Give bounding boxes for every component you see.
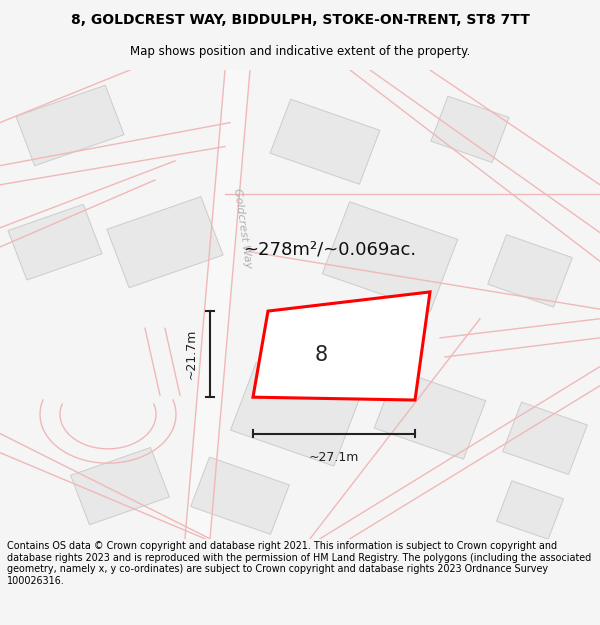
Polygon shape	[16, 85, 124, 166]
Polygon shape	[253, 292, 430, 400]
Text: 8: 8	[315, 345, 328, 365]
Polygon shape	[230, 362, 359, 466]
Polygon shape	[185, 70, 250, 539]
Polygon shape	[107, 197, 223, 288]
Polygon shape	[374, 369, 486, 459]
Text: Contains OS data © Crown copyright and database right 2021. This information is : Contains OS data © Crown copyright and d…	[7, 541, 592, 586]
Polygon shape	[71, 448, 169, 525]
Polygon shape	[503, 402, 587, 474]
Polygon shape	[431, 96, 509, 162]
Polygon shape	[191, 457, 289, 534]
Text: 8, GOLDCREST WAY, BIDDULPH, STOKE-ON-TRENT, ST8 7TT: 8, GOLDCREST WAY, BIDDULPH, STOKE-ON-TRE…	[71, 12, 529, 27]
Polygon shape	[8, 204, 102, 280]
Text: Goldcrest Way: Goldcrest Way	[232, 187, 254, 269]
Polygon shape	[322, 202, 458, 311]
Polygon shape	[496, 481, 563, 539]
Text: ~21.7m: ~21.7m	[185, 329, 198, 379]
Text: ~278m²/~0.069ac.: ~278m²/~0.069ac.	[244, 241, 416, 259]
Text: Map shows position and indicative extent of the property.: Map shows position and indicative extent…	[130, 45, 470, 58]
Text: ~27.1m: ~27.1m	[309, 451, 359, 464]
Polygon shape	[270, 99, 380, 184]
Polygon shape	[488, 235, 572, 307]
